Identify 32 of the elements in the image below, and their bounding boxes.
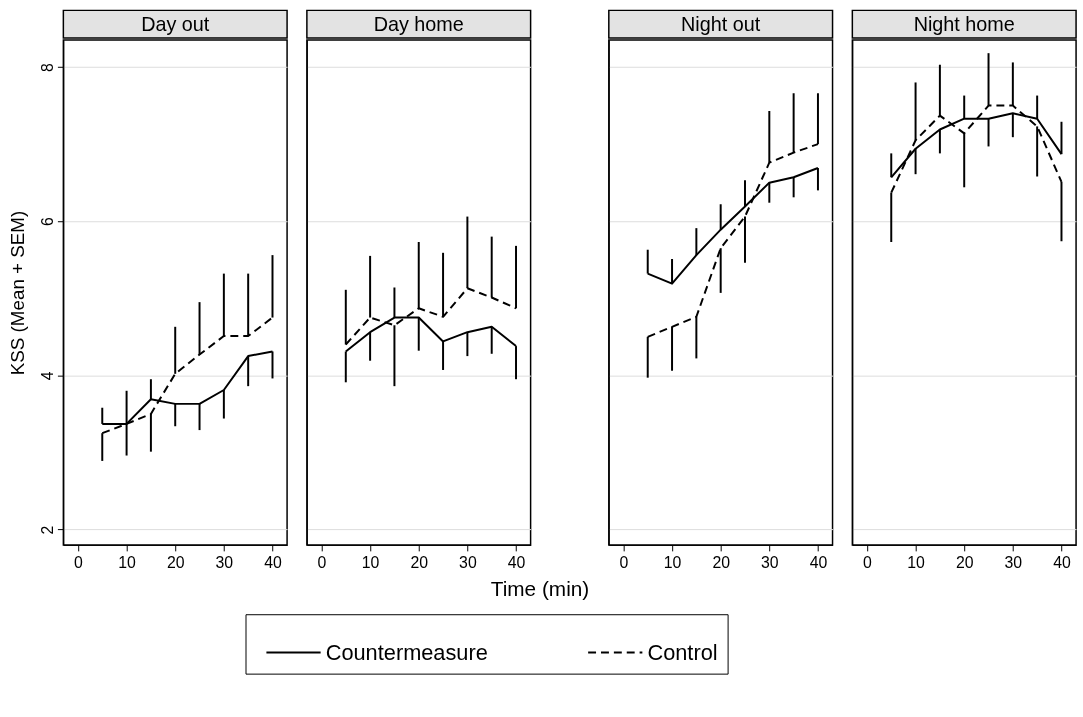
chart-title: Night out bbox=[681, 13, 761, 36]
x-tick-label: 30 bbox=[761, 554, 779, 572]
x-tick-label: 40 bbox=[507, 554, 526, 572]
x-tick-label: 10 bbox=[663, 554, 682, 572]
chart-title: Day home bbox=[373, 13, 464, 36]
x-tick-label: 40 bbox=[809, 554, 828, 572]
y-tick-label: 4 bbox=[38, 371, 56, 381]
x-tick-label: 0 bbox=[863, 554, 873, 572]
x-tick-label: 0 bbox=[74, 554, 84, 572]
x-tick-label: 10 bbox=[907, 554, 926, 572]
y-axis-title: KSS (Mean + SEM) bbox=[7, 210, 29, 376]
chart-title: Night home bbox=[913, 13, 1015, 36]
y-tick-label: 2 bbox=[38, 525, 56, 535]
x-tick-label: 0 bbox=[619, 554, 629, 572]
x-tick-label: 40 bbox=[264, 554, 282, 572]
x-tick-label: 0 bbox=[317, 554, 327, 572]
x-tick-label: 10 bbox=[361, 554, 380, 572]
y-tick-label: 8 bbox=[38, 62, 56, 72]
x-tick-label: 40 bbox=[1053, 554, 1071, 572]
x-tick-label: 20 bbox=[712, 554, 731, 572]
x-tick-label: 20 bbox=[166, 554, 185, 572]
legend-label: Countermeasure bbox=[325, 639, 488, 665]
x-tick-label: 20 bbox=[955, 554, 974, 572]
x-tick-label: 30 bbox=[1004, 554, 1023, 572]
legend-label: Control bbox=[647, 639, 718, 665]
x-axis-title: Time (min) bbox=[490, 576, 590, 600]
x-tick-label: 20 bbox=[410, 554, 429, 572]
chart-title: Day out bbox=[141, 13, 210, 36]
x-tick-label: 30 bbox=[459, 554, 477, 572]
x-tick-label: 30 bbox=[215, 554, 234, 572]
y-tick-label: 6 bbox=[38, 217, 56, 227]
x-tick-label: 10 bbox=[118, 554, 137, 572]
